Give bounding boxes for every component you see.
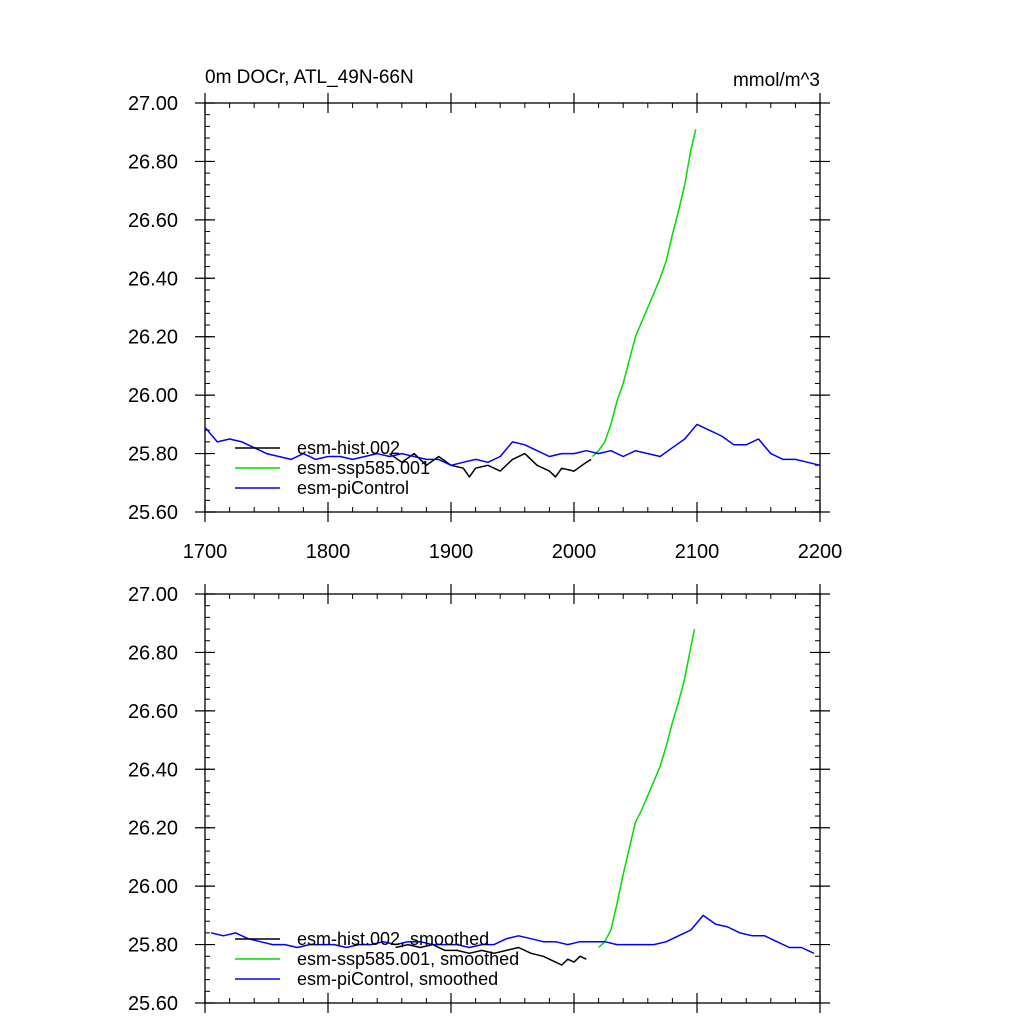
x-tick-label: 1700	[183, 541, 228, 563]
x-tick-label: 1900	[429, 541, 474, 563]
series-line-esm-hist-002	[389, 452, 592, 478]
series-line-esm-ssp585-001	[591, 129, 697, 458]
y-tick-label: 26.40	[128, 268, 178, 290]
y-tick-label: 26.60	[128, 701, 178, 723]
x-tick-label: 2200	[798, 541, 843, 563]
x-tick-label: 2100	[675, 541, 720, 563]
figure-title: 0m DOCr, ATL_49N-66N	[205, 67, 414, 88]
y-tick-label: 26.60	[128, 210, 178, 232]
y-tick-label: 26.00	[128, 876, 178, 898]
y-tick-label: 26.80	[128, 642, 178, 664]
series-line-esm-picontrol	[204, 423, 821, 467]
y-tick-label: 25.60	[128, 502, 178, 524]
legend-label: esm-piControl, smoothed	[297, 969, 498, 989]
y-tick-label: 27.00	[128, 584, 178, 606]
y-tick-label: 27.00	[128, 93, 178, 115]
legend-label: esm-ssp585.001	[297, 458, 430, 478]
y-tick-label: 25.80	[128, 935, 178, 957]
y-tick-label: 26.00	[128, 385, 178, 407]
x-tick-label: 1800	[306, 541, 351, 563]
y-tick-label: 26.20	[128, 327, 178, 349]
legend-label: esm-hist.002	[297, 438, 400, 458]
y-tick-label: 26.20	[128, 818, 178, 840]
series-line-esm-picontrol-smoothed	[211, 914, 815, 954]
legend-label: esm-ssp585.001, smoothed	[297, 949, 519, 969]
units-label: mmol/m^3	[733, 70, 820, 91]
y-tick-label: 25.60	[128, 993, 178, 1015]
y-tick-label: 26.80	[128, 151, 178, 173]
bottom-panel: 25.60 25.80 26.00 26.20 26.40 26.60 26.80 27.00…	[128, 584, 830, 1015]
top-panel: 25.60 25.80 26.00 26.20 26.40 26.60 26.80 27.00…	[128, 93, 842, 563]
plot-frame	[204, 593, 821, 1004]
plot-frame	[204, 102, 821, 513]
y-tick-label: 25.80	[128, 444, 178, 466]
x-tick-label: 2000	[552, 541, 597, 563]
y-tick-label: 26.40	[128, 759, 178, 781]
series-line-esm-ssp585-001-smoothed	[598, 628, 696, 949]
legend-label: esm-hist.002, smoothed	[297, 929, 489, 949]
legend-label: esm-piControl	[297, 478, 409, 498]
